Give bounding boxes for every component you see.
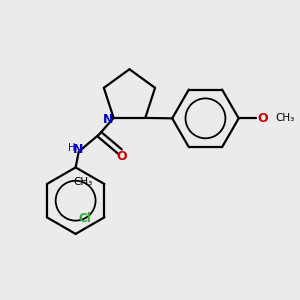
Text: Cl: Cl: [78, 212, 91, 225]
Text: O: O: [258, 112, 268, 125]
Text: O: O: [116, 150, 127, 163]
Text: H: H: [68, 143, 76, 153]
Text: CH₃: CH₃: [276, 113, 295, 123]
Text: N: N: [73, 142, 83, 155]
Text: N: N: [103, 113, 113, 126]
Text: CH₃: CH₃: [73, 178, 92, 188]
